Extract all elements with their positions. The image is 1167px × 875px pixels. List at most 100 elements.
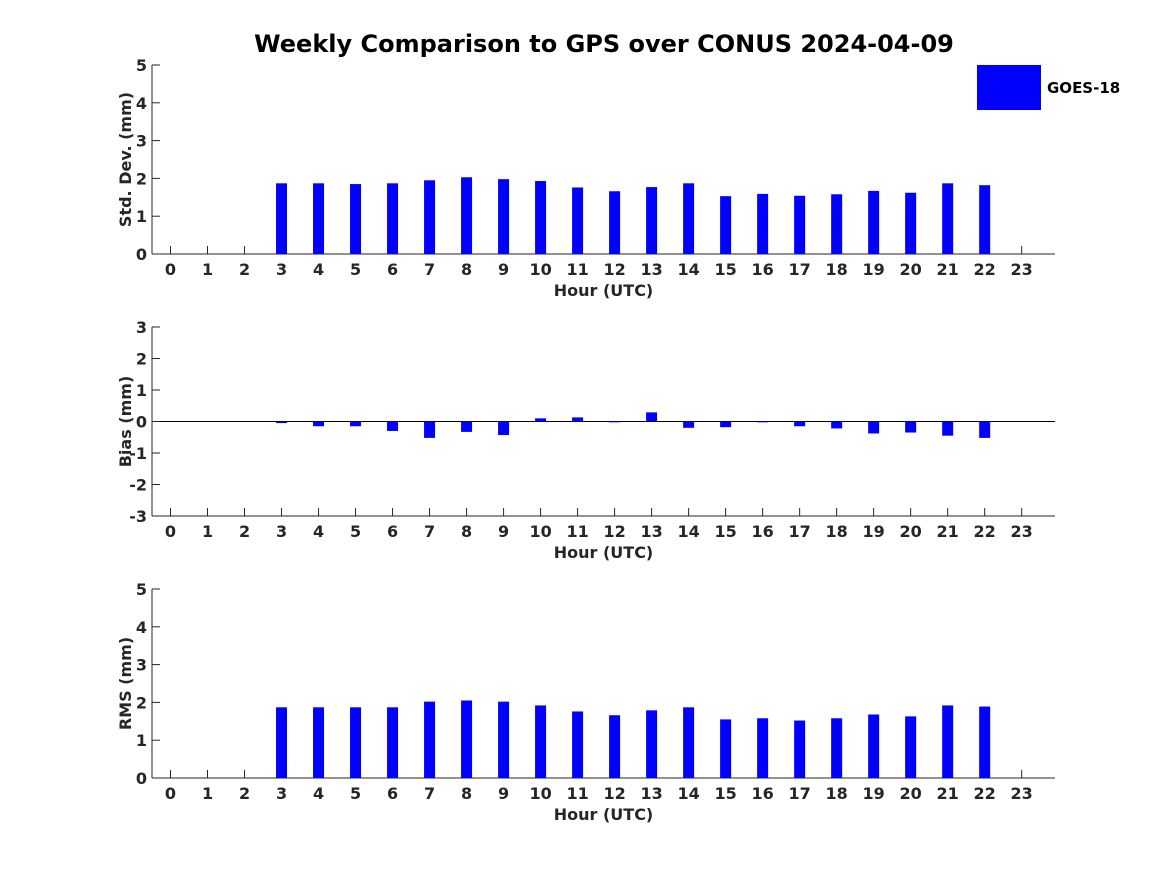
bar-rms-hour-3 <box>276 707 288 778</box>
x-tick-label: 12 <box>603 522 625 541</box>
bar-rms-hour-11 <box>572 711 584 778</box>
x-tick-label: 16 <box>752 260 774 279</box>
bar-rms-hour-17 <box>794 720 806 778</box>
x-tick-label: 6 <box>387 784 398 803</box>
bar-stddev-hour-4 <box>313 183 325 254</box>
bar-rms-hour-7 <box>424 701 436 778</box>
bar-bias-hour-13 <box>646 412 658 422</box>
bar-stddev-hour-11 <box>572 187 584 254</box>
bar-bias-hour-18 <box>831 421 843 429</box>
x-tick-label: 4 <box>313 522 324 541</box>
bar-stddev-hour-16 <box>757 193 769 254</box>
bar-bias-hour-6 <box>387 421 399 431</box>
bar-bias-hour-7 <box>424 421 436 438</box>
bar-bias-hour-20 <box>905 421 917 433</box>
bar-bias-hour-17 <box>794 421 806 427</box>
bar-stddev-hour-7 <box>424 180 436 254</box>
x-tick-label: 12 <box>603 784 625 803</box>
bar-bias-hour-3 <box>276 421 288 424</box>
bar-rms-hour-15 <box>720 719 732 778</box>
bar-stddev-hour-20 <box>905 192 917 254</box>
x-tick-label: 16 <box>752 522 774 541</box>
bar-rms-hour-18 <box>831 718 843 778</box>
x-tick-label: 8 <box>461 260 472 279</box>
y-tick-label: 1 <box>136 731 147 750</box>
bar-bias-hour-5 <box>350 421 362 427</box>
x-tick-label: 22 <box>974 784 996 803</box>
bar-stddev-hour-21 <box>942 183 954 254</box>
bar-bias-hour-16 <box>757 421 769 423</box>
y-tick-label: 2 <box>136 350 147 369</box>
x-tick-label: 15 <box>714 260 736 279</box>
y-tick-label: -2 <box>129 476 147 495</box>
x-tick-label: 4 <box>313 260 324 279</box>
bar-rms-hour-6 <box>387 707 399 778</box>
bar-bias-hour-10 <box>535 418 547 422</box>
x-tick-label: 6 <box>387 522 398 541</box>
x-tick-label: 20 <box>900 784 922 803</box>
x-tick-label: 11 <box>566 260 588 279</box>
y-tick-label: -1 <box>129 444 147 463</box>
bar-rms-hour-20 <box>905 716 917 778</box>
x-tick-label: 7 <box>424 784 435 803</box>
y-tick-label: 0 <box>136 413 147 432</box>
x-tick-label: 21 <box>937 784 959 803</box>
x-axis-label: Hour (UTC) <box>554 281 654 300</box>
x-tick-label: 8 <box>461 784 472 803</box>
x-tick-label: 0 <box>165 784 176 803</box>
x-tick-label: 19 <box>863 260 885 279</box>
bar-stddev-hour-5 <box>350 184 362 254</box>
x-tick-label: 13 <box>640 784 662 803</box>
bar-bias-hour-15 <box>720 421 732 428</box>
bar-stddev-hour-12 <box>609 191 621 254</box>
bar-bias-hour-22 <box>979 421 991 438</box>
x-tick-label: 21 <box>937 522 959 541</box>
bar-rms-hour-19 <box>868 714 880 778</box>
x-tick-label: 19 <box>863 784 885 803</box>
x-tick-label: 22 <box>974 522 996 541</box>
y-tick-label: 2 <box>136 693 147 712</box>
legend-swatch-goes-18 <box>977 65 1041 110</box>
bar-rms-hour-21 <box>942 705 954 778</box>
bar-stddev-hour-15 <box>720 196 732 254</box>
y-tick-label: 4 <box>136 618 147 637</box>
x-tick-label: 17 <box>789 260 811 279</box>
bar-stddev-hour-13 <box>646 187 658 254</box>
y-tick-label: 0 <box>136 245 147 264</box>
bar-rms-hour-22 <box>979 706 991 778</box>
legend[interactable]: GOES-18 <box>977 65 1120 110</box>
x-tick-label: 3 <box>276 522 287 541</box>
bar-bias-hour-9 <box>498 421 510 436</box>
bar-bias-hour-11 <box>572 417 584 422</box>
x-tick-label: 16 <box>752 784 774 803</box>
bar-bias-hour-12 <box>609 421 621 423</box>
bar-stddev-hour-18 <box>831 194 843 254</box>
x-tick-label: 19 <box>863 522 885 541</box>
bar-rms-hour-13 <box>646 710 658 778</box>
y-axis-label: Bias (mm) <box>116 376 135 468</box>
x-tick-label: 10 <box>529 260 551 279</box>
x-tick-label: 18 <box>826 784 848 803</box>
x-tick-label: 9 <box>498 522 509 541</box>
y-tick-label: 5 <box>136 580 147 599</box>
bar-bias-hour-8 <box>461 421 473 432</box>
x-tick-label: 20 <box>900 260 922 279</box>
bar-rms-hour-4 <box>313 707 325 778</box>
y-tick-label: 1 <box>136 207 147 226</box>
bar-rms-hour-8 <box>461 700 473 778</box>
x-tick-label: 18 <box>826 260 848 279</box>
x-tick-label: 1 <box>202 784 213 803</box>
x-tick-label: 4 <box>313 784 324 803</box>
bar-stddev-hour-8 <box>461 177 473 254</box>
y-tick-label: 1 <box>136 381 147 400</box>
x-tick-label: 3 <box>276 260 287 279</box>
bar-stddev-hour-3 <box>276 183 288 254</box>
y-tick-label: 3 <box>136 132 147 151</box>
x-tick-label: 9 <box>498 784 509 803</box>
x-tick-label: 9 <box>498 260 509 279</box>
y-tick-label: 3 <box>136 656 147 675</box>
x-tick-label: 1 <box>202 260 213 279</box>
